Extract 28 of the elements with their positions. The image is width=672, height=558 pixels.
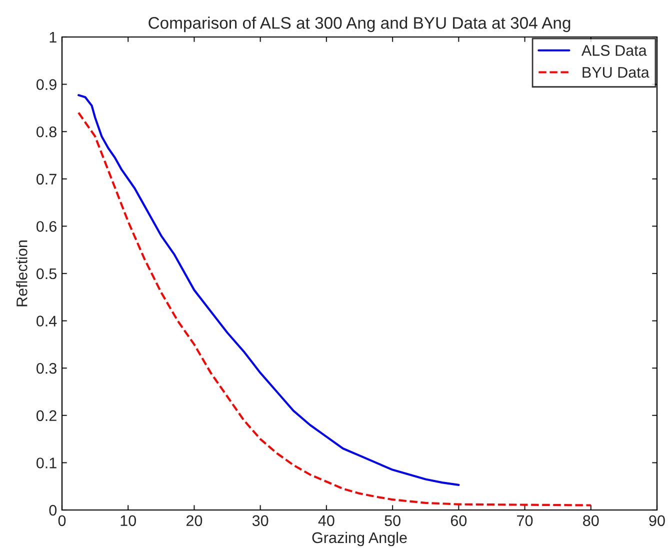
x-tick-label: 60 — [450, 515, 467, 526]
line-series — [77, 112, 592, 506]
x-tick-label: 0 — [58, 515, 66, 526]
y-tick-label: 0.6 — [36, 221, 56, 232]
x-tick-label: 50 — [384, 515, 400, 526]
y-axis-title: Reflection — [16, 240, 28, 306]
chart-title: Comparison of ALS at 300 Ang and BYU Data at 304 Ang — [148, 16, 570, 32]
y-tick-label: 0.2 — [36, 410, 56, 422]
y-tick-label: 0.7 — [36, 174, 56, 185]
x-tick-label: 80 — [583, 515, 599, 526]
y-tick-label: 0.5 — [36, 268, 56, 280]
x-tick-label: 90 — [649, 515, 665, 526]
x-tick-label: 20 — [186, 515, 202, 526]
y-tick-label: 0.3 — [36, 362, 56, 374]
x-tick-label: 30 — [252, 515, 268, 526]
x-tick-label: 40 — [318, 515, 334, 526]
y-tick-label: 0 — [49, 504, 57, 516]
y-tick-label: 0.4 — [36, 316, 57, 326]
y-tick-label: 0.1 — [36, 458, 56, 468]
y-tick-label: 0.8 — [36, 126, 56, 138]
legend-label: BYU Data — [582, 67, 650, 78]
x-axis-title: Grazing Angle — [312, 532, 407, 546]
x-tick-label: 70 — [517, 515, 533, 526]
y-tick-label: 0.9 — [36, 79, 56, 90]
y-tick-label: 1 — [50, 32, 56, 43]
legend-label: ALS Data — [581, 45, 647, 56]
line-series — [77, 94, 460, 486]
x-tick-label: 10 — [120, 515, 136, 526]
